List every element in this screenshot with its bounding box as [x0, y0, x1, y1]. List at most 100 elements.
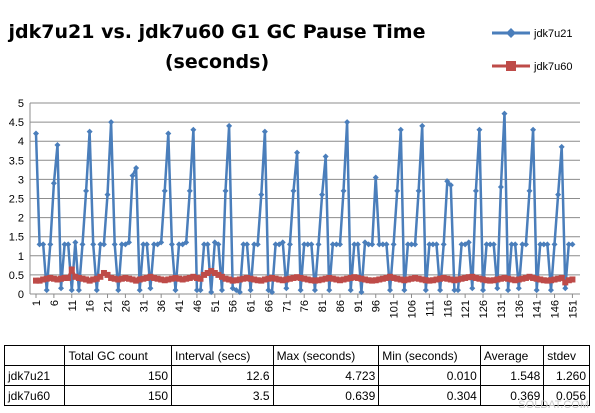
data-point-jdk7u21: [86, 128, 93, 135]
data-point-jdk7u60: [462, 274, 469, 281]
data-point-jdk7u60: [183, 275, 190, 282]
data-point-jdk7u21: [90, 241, 97, 248]
table-header-cell: Interval (secs): [171, 345, 274, 366]
data-point-jdk7u21: [358, 289, 365, 296]
data-point-jdk7u21: [537, 241, 544, 248]
data-point-jdk7u21: [43, 287, 50, 294]
table-cell: 0.639: [272, 385, 380, 406]
data-point-jdk7u21: [269, 289, 276, 296]
data-point-jdk7u21: [65, 241, 72, 248]
data-point-jdk7u21: [158, 239, 165, 246]
data-point-jdk7u21: [555, 191, 562, 198]
data-point-jdk7u21: [47, 241, 54, 248]
data-point-jdk7u21: [197, 287, 204, 294]
data-point-jdk7u60: [83, 276, 90, 283]
data-point-jdk7u60: [394, 275, 401, 282]
data-point-jdk7u60: [301, 275, 308, 282]
data-point-jdk7u21: [33, 130, 39, 137]
data-point-jdk7u21: [562, 285, 569, 292]
data-point-jdk7u60: [454, 276, 461, 283]
data-point-jdk7u21: [133, 164, 140, 171]
x-tick-label: 136: [514, 300, 526, 318]
data-point-jdk7u60: [526, 273, 533, 280]
x-tick-label: 31: [138, 300, 150, 312]
table-header-cell: stdev: [543, 345, 590, 366]
data-point-jdk7u21: [519, 241, 526, 248]
data-point-jdk7u21: [390, 241, 397, 248]
data-point-jdk7u60: [530, 274, 537, 281]
data-point-jdk7u60: [315, 277, 322, 284]
data-point-jdk7u60: [351, 274, 358, 281]
y-tick-label: 2.5: [9, 194, 24, 206]
data-point-jdk7u60: [322, 275, 329, 282]
data-point-jdk7u21: [201, 241, 208, 248]
data-point-jdk7u60: [93, 275, 100, 282]
x-tick-label: 16: [85, 300, 97, 312]
data-point-jdk7u21: [365, 241, 372, 248]
data-point-jdk7u60: [319, 276, 326, 283]
data-point-jdk7u21: [526, 187, 533, 194]
data-point-jdk7u21: [100, 241, 107, 248]
data-point-jdk7u21: [186, 187, 193, 194]
data-point-jdk7u60: [208, 268, 215, 275]
data-point-jdk7u60: [286, 275, 293, 282]
data-point-jdk7u60: [340, 276, 347, 283]
data-point-jdk7u60: [272, 275, 279, 282]
data-point-jdk7u60: [154, 275, 161, 282]
data-point-jdk7u21: [140, 241, 147, 248]
data-point-jdk7u21: [147, 285, 154, 292]
data-point-jdk7u60: [519, 275, 526, 282]
data-point-jdk7u60: [47, 274, 54, 281]
data-point-jdk7u60: [158, 276, 165, 283]
table-cell: 0.369: [479, 385, 545, 406]
data-point-jdk7u60: [125, 275, 132, 282]
data-point-jdk7u21: [215, 241, 222, 248]
data-point-jdk7u60: [136, 276, 143, 283]
x-tick-label: 101: [389, 300, 401, 318]
table-row: jdk7u60 150 3.5 0.639 0.304 0.369 0.056: [3, 385, 590, 406]
data-point-jdk7u21: [54, 142, 61, 149]
data-point-jdk7u21: [193, 287, 200, 294]
data-point-jdk7u60: [279, 277, 286, 284]
data-point-jdk7u60: [72, 273, 79, 280]
data-point-jdk7u60: [176, 275, 183, 282]
data-point-jdk7u60: [215, 271, 222, 278]
data-point-jdk7u21: [490, 241, 497, 248]
data-point-jdk7u60: [329, 275, 336, 282]
data-point-jdk7u60: [308, 277, 315, 284]
data-point-jdk7u60: [111, 275, 118, 282]
data-point-jdk7u60: [444, 275, 451, 282]
data-point-jdk7u60: [50, 275, 57, 282]
data-point-jdk7u60: [161, 277, 168, 284]
x-tick-label: 81: [317, 300, 329, 312]
data-point-jdk7u60: [294, 274, 301, 281]
data-point-jdk7u60: [193, 274, 200, 281]
data-point-jdk7u60: [258, 277, 265, 284]
data-point-jdk7u60: [555, 275, 562, 282]
data-point-jdk7u60: [533, 275, 540, 282]
data-point-jdk7u60: [179, 276, 186, 283]
data-point-jdk7u60: [283, 276, 290, 283]
x-tick-label: 61: [246, 300, 258, 312]
x-tick-label: 11: [67, 300, 79, 311]
legend-label-jdk7u60: jdk7u60: [533, 61, 573, 73]
x-tick-label: 106: [406, 300, 418, 318]
data-point-jdk7u60: [415, 275, 422, 282]
x-tick-label: 76: [299, 300, 311, 312]
data-point-jdk7u60: [522, 274, 529, 281]
data-point-jdk7u60: [408, 275, 415, 282]
data-point-jdk7u21: [351, 241, 358, 248]
data-point-jdk7u21: [408, 241, 415, 248]
x-tick-label: 131: [496, 300, 508, 318]
data-point-jdk7u60: [65, 274, 72, 281]
data-point-jdk7u60: [354, 274, 361, 281]
data-point-jdk7u21: [243, 241, 250, 248]
table-cell: 0.010: [378, 365, 481, 386]
data-point-jdk7u60: [297, 274, 304, 281]
gc-pause-chart: jdk7u21 vs. jdk7u60 G1 GC Pause Time (se…: [7, 21, 580, 319]
data-point-jdk7u60: [401, 277, 408, 284]
data-point-jdk7u21: [336, 241, 343, 248]
data-point-jdk7u21: [151, 241, 158, 248]
data-point-jdk7u21: [279, 239, 286, 246]
data-point-jdk7u60: [358, 275, 365, 282]
